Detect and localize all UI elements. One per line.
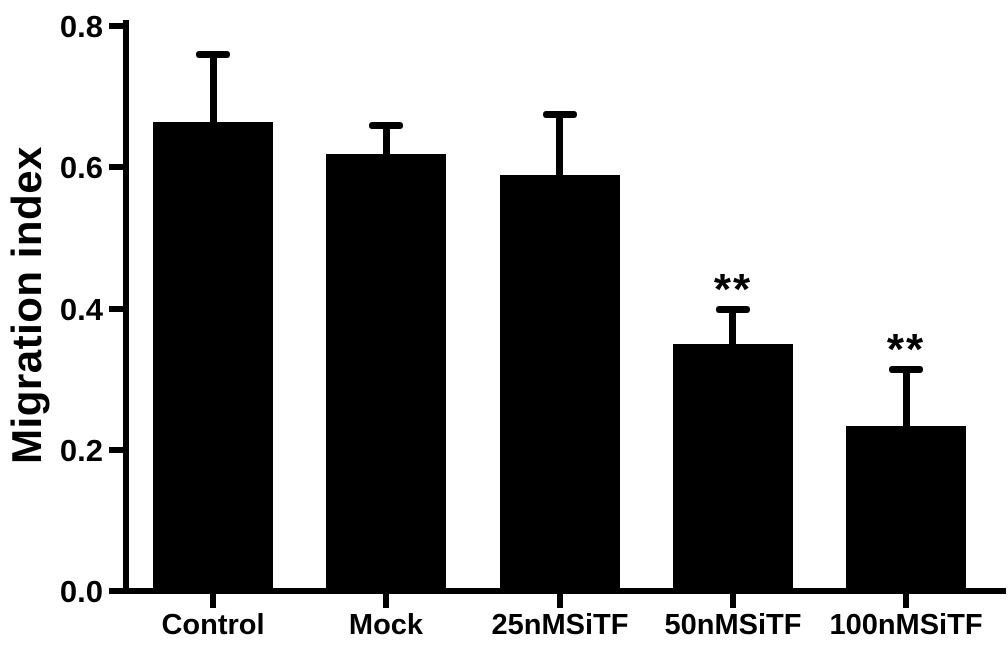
- x-category-label: 100nMSiTF: [829, 609, 983, 641]
- error-bar-cap: [369, 122, 403, 129]
- y-axis-tick: [109, 447, 123, 453]
- error-bar-stem: [903, 371, 910, 428]
- error-bar-stem: [210, 56, 217, 124]
- error-bar-cap: [196, 51, 230, 58]
- error-bar-stem: [383, 127, 390, 156]
- bar-100nmsitf: [846, 426, 966, 594]
- bar-mock: [326, 154, 446, 594]
- y-tick-label: 0.0: [59, 574, 103, 609]
- significance-label: **: [713, 265, 753, 314]
- x-axis-tick: [730, 594, 736, 608]
- y-axis-line: [123, 20, 129, 594]
- error-bar-cap: [543, 111, 577, 118]
- y-tick-label: 0.8: [59, 9, 103, 44]
- error-bar-cap: [889, 366, 923, 373]
- error-bar-stem: [556, 116, 563, 177]
- bar-50nmsitf: [673, 344, 793, 594]
- y-tick-label: 0.2: [59, 433, 103, 468]
- y-tick-label: 0.4: [59, 292, 103, 327]
- y-axis-tick: [109, 306, 123, 312]
- x-category-label: Control: [161, 609, 265, 641]
- y-axis-tick: [109, 588, 123, 594]
- x-category-label: Mock: [348, 609, 424, 641]
- x-axis-tick: [903, 594, 909, 608]
- error-bar-cap: [716, 306, 750, 313]
- x-axis-tick: [557, 594, 563, 608]
- significance-label: **: [886, 325, 926, 374]
- x-axis-tick: [210, 594, 216, 608]
- x-category-label: 50nMSiTF: [664, 609, 802, 641]
- y-tick-label: 0.6: [59, 150, 103, 185]
- x-axis-tick: [383, 594, 389, 608]
- y-axis-tick: [109, 164, 123, 170]
- x-category-label: 25nMSiTF: [491, 609, 629, 641]
- error-bar-stem: [729, 311, 736, 347]
- y-axis-tick: [109, 23, 123, 29]
- bar-control: [153, 122, 273, 594]
- bar-25nmsitf: [500, 175, 620, 594]
